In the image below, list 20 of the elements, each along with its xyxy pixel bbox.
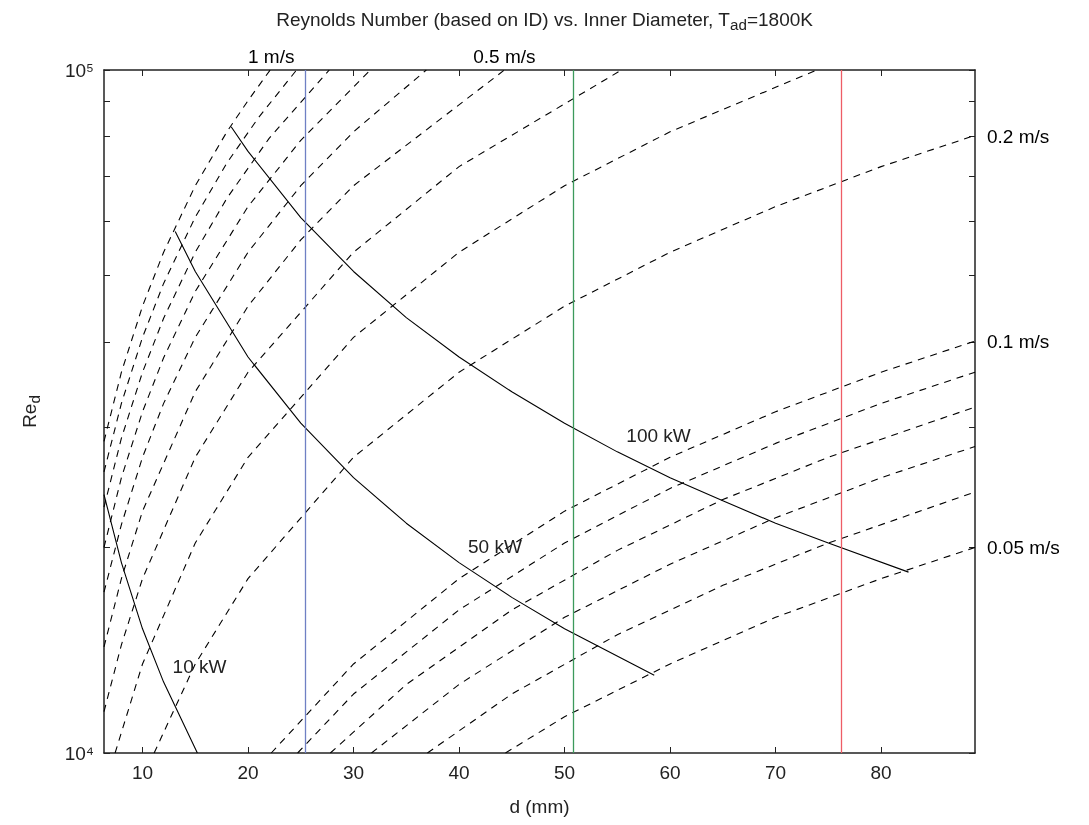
x-axis-title: d (mm)	[509, 796, 570, 817]
y-tick-label: 10⁵	[64, 59, 94, 81]
series-label: 10 kW	[172, 655, 227, 677]
annotation: 0.5 m/s	[473, 46, 536, 67]
x-tick-label: 70	[765, 762, 787, 783]
y-axis-title: Red	[18, 395, 43, 428]
x-tick-label: 50	[553, 762, 576, 783]
annotation: 0.05 m/s	[987, 536, 1060, 558]
y-tick-label: 10⁴	[64, 742, 94, 764]
x-tick-label: 10	[131, 762, 154, 783]
x-tick-label: 80	[870, 762, 892, 783]
x-tick-label: 60	[659, 762, 681, 783]
annotation: 1 m/s	[248, 46, 295, 67]
annotation: 0.1 m/s	[987, 331, 1050, 353]
series-label: 50 kW	[468, 536, 522, 558]
x-tick-label: 20	[237, 762, 259, 783]
x-tick-label: 40	[448, 762, 470, 783]
x-tick-label: 30	[342, 762, 365, 783]
series-label: 100 kW	[626, 425, 691, 447]
annotation: 0.2 m/s	[987, 125, 1050, 147]
